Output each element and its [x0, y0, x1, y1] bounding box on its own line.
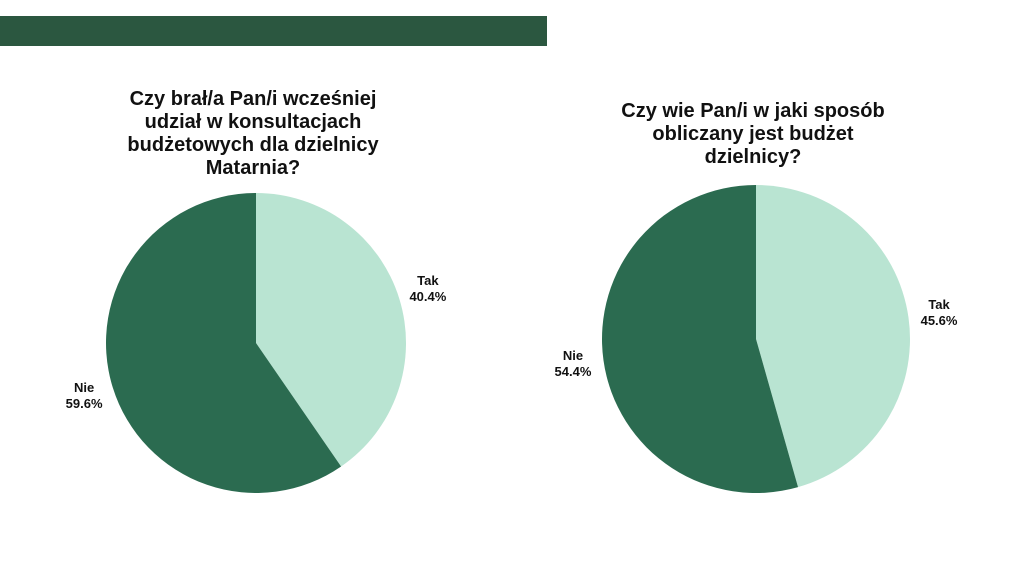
slice-label: Nie — [74, 380, 94, 395]
pie-slice — [602, 185, 799, 493]
pie-slice — [105, 193, 342, 493]
chart-title: Czy wie Pan/i w jaki sposób obliczany je… — [621, 100, 885, 168]
slice-label: Tak — [417, 273, 439, 288]
header-bar — [0, 16, 547, 46]
value-label: 40.4% — [409, 289, 446, 304]
value-label: 45.6% — [921, 313, 958, 328]
pie-slice — [756, 185, 910, 488]
value-label: 54.4% — [555, 364, 592, 379]
pie-slice — [256, 193, 406, 467]
slice-label: Tak — [928, 297, 950, 312]
value-label: 59.6% — [66, 396, 103, 411]
chart-title: Czy brał/a Pan/i wcześniej udział w kons… — [127, 88, 379, 179]
slice-label: Nie — [563, 348, 583, 363]
